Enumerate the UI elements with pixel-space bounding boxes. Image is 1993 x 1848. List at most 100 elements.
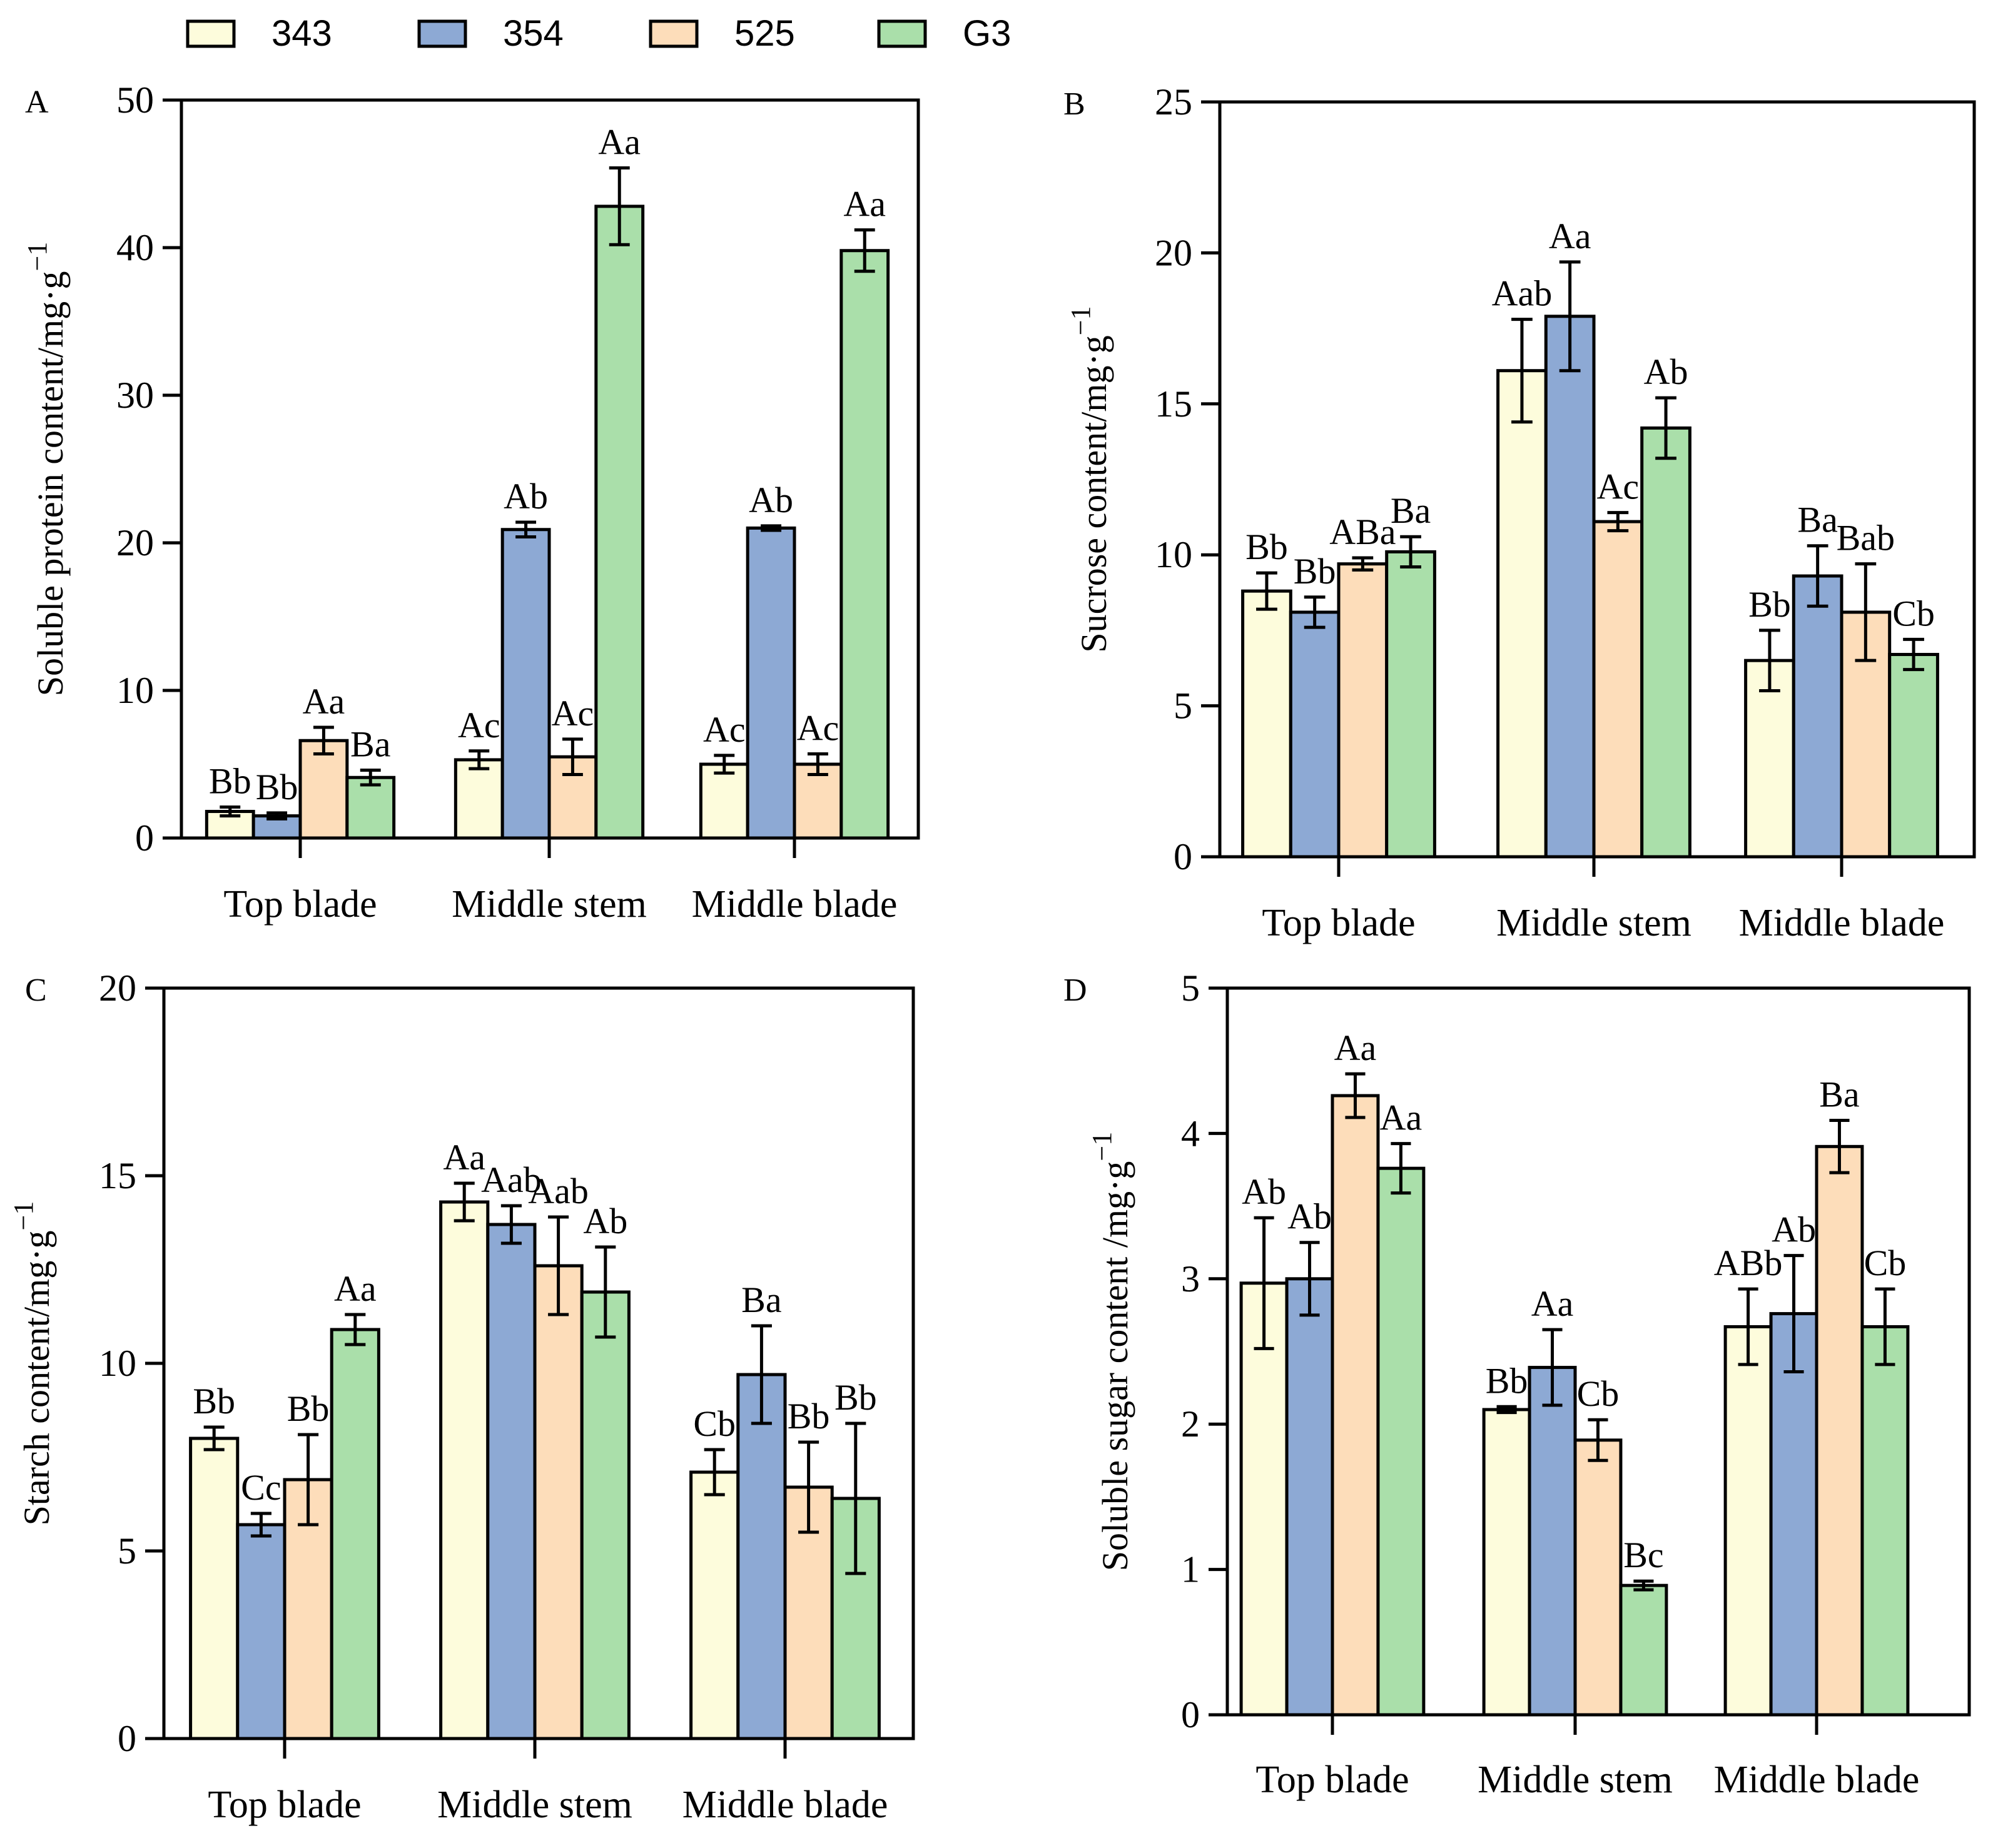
significance-letter: Aab xyxy=(1492,273,1553,314)
bar-354 xyxy=(486,1223,537,1740)
legend-swatch-525 xyxy=(649,19,699,48)
bar-525 xyxy=(1337,562,1389,859)
significance-letter: Bb xyxy=(1245,527,1288,567)
bar-G3 xyxy=(330,1328,380,1740)
bar-525 xyxy=(533,1264,584,1740)
significance-letter: Aab xyxy=(481,1159,542,1200)
bar-G3 xyxy=(345,775,396,840)
legend-label-525: 525 xyxy=(734,13,795,54)
significance-letter: Ab xyxy=(1644,351,1688,392)
significance-letter: Ac xyxy=(458,705,500,745)
significance-letter: Aa xyxy=(843,184,886,225)
x-category-label: Middle stem xyxy=(1496,902,1691,944)
significance-letter: Bb xyxy=(788,1396,830,1436)
significance-letter: Bb xyxy=(1486,1360,1528,1401)
y-tick-label: 5 xyxy=(118,1530,136,1572)
y-tick-label: 0 xyxy=(135,817,154,859)
significance-letter: Bab xyxy=(1837,518,1895,558)
significance-letter: Aa xyxy=(443,1137,485,1178)
significance-letter: Ba xyxy=(741,1280,781,1320)
y-axis-title: Starch content/mg·g−1 xyxy=(8,1201,57,1526)
x-category-label: Middle blade xyxy=(1714,1759,1920,1801)
bar-525 xyxy=(1573,1438,1623,1717)
significance-letter: Ac xyxy=(552,693,594,734)
panel-a: A 0 10 20 30 40 50 Soluble protein content/mg·g… xyxy=(22,79,920,926)
significance-letter: Cb xyxy=(1864,1243,1907,1283)
significance-letter: Ac xyxy=(703,709,746,750)
significance-letter: Ba xyxy=(1797,500,1837,540)
significance-letter: Aa xyxy=(1380,1098,1422,1138)
x-category-label: Middle blade xyxy=(692,883,898,926)
x-category-label: Top blade xyxy=(1255,1759,1409,1801)
y-axis-title: Soluble sugar content /mg·g−1 xyxy=(1087,1132,1135,1571)
legend-swatch-354 xyxy=(417,19,467,48)
bar-354 xyxy=(1289,610,1341,859)
significance-letter: Aa xyxy=(1549,216,1591,256)
legend-label-G3: G3 xyxy=(963,13,1011,54)
y-tick-label: 10 xyxy=(99,1343,136,1384)
bar-343 xyxy=(699,762,749,840)
significance-letter: Bb xyxy=(256,767,298,807)
bar-343 xyxy=(1723,1325,1773,1717)
significance-letter: Bb xyxy=(1748,584,1791,625)
significance-letter: Bb xyxy=(193,1381,235,1421)
y-tick-label: 2 xyxy=(1181,1403,1200,1445)
significance-letter: Ab xyxy=(504,476,548,517)
y-tick-label: 50 xyxy=(116,79,154,121)
bar-354 xyxy=(746,526,796,840)
y-tick-label: 4 xyxy=(1181,1113,1200,1154)
bar-343 xyxy=(1496,369,1548,859)
panel-letter: B xyxy=(1063,86,1085,122)
y-tick-label: 20 xyxy=(1155,232,1192,273)
y-tick-label: 10 xyxy=(1155,534,1192,575)
panel-c: C 0 5 10 15 20 Starch content/mg·g−1 Top blade B… xyxy=(8,967,915,1826)
bar-343 xyxy=(454,758,504,840)
bar-525 xyxy=(1592,520,1644,859)
significance-letter: ABb xyxy=(1714,1243,1783,1283)
significance-letter: Ab xyxy=(749,480,793,520)
significance-letter: ABa xyxy=(1329,512,1396,552)
y-tick-label: 10 xyxy=(116,670,154,711)
significance-letter: Ba xyxy=(1819,1074,1859,1114)
x-category-label: Top blade xyxy=(1262,902,1415,944)
y-tick-label: 30 xyxy=(116,375,154,416)
bar-343 xyxy=(1239,1281,1289,1717)
legend-label-343: 343 xyxy=(271,13,332,54)
bar-343 xyxy=(189,1436,240,1740)
significance-letter: Aa xyxy=(1531,1283,1574,1324)
y-tick-label: 40 xyxy=(116,227,154,268)
legend-swatch-G3 xyxy=(877,19,927,48)
legend: 343 354 525 G3 xyxy=(186,13,1011,54)
y-tick-label: 20 xyxy=(116,522,154,563)
bar-G3 xyxy=(1888,653,1939,859)
bar-343 xyxy=(439,1200,490,1740)
y-tick-label: 15 xyxy=(1155,383,1192,425)
bar-525 xyxy=(298,739,349,840)
panel-letter: D xyxy=(1063,972,1087,1008)
significance-letter: Bc xyxy=(1623,1535,1663,1575)
y-tick-label: 3 xyxy=(1181,1258,1200,1300)
bar-354 xyxy=(500,528,551,840)
significance-letter: Cb xyxy=(1577,1373,1620,1414)
bar-G3 xyxy=(1385,550,1436,859)
significance-letter: Aab xyxy=(528,1171,589,1211)
significance-letter: Ba xyxy=(350,724,390,764)
y-tick-label: 0 xyxy=(1181,1694,1200,1735)
bar-525 xyxy=(1331,1094,1380,1717)
legend-label-354: 354 xyxy=(503,13,564,54)
y-tick-label: 0 xyxy=(1174,836,1192,877)
bar-G3 xyxy=(1860,1325,1910,1717)
bar-G3 xyxy=(580,1290,631,1740)
significance-letter: Ab xyxy=(1772,1209,1816,1250)
bar-354 xyxy=(1544,315,1596,859)
significance-letter: Ac xyxy=(797,707,839,748)
x-category-label: Middle blade xyxy=(682,1784,888,1826)
y-tick-label: 0 xyxy=(118,1718,136,1759)
bar-354 xyxy=(1792,574,1843,859)
y-tick-label: 15 xyxy=(99,1155,136,1196)
bar-525 xyxy=(547,755,598,840)
x-category-label: Middle stem xyxy=(437,1784,632,1826)
bar-343 xyxy=(1241,589,1292,859)
bar-343 xyxy=(1744,659,1795,859)
